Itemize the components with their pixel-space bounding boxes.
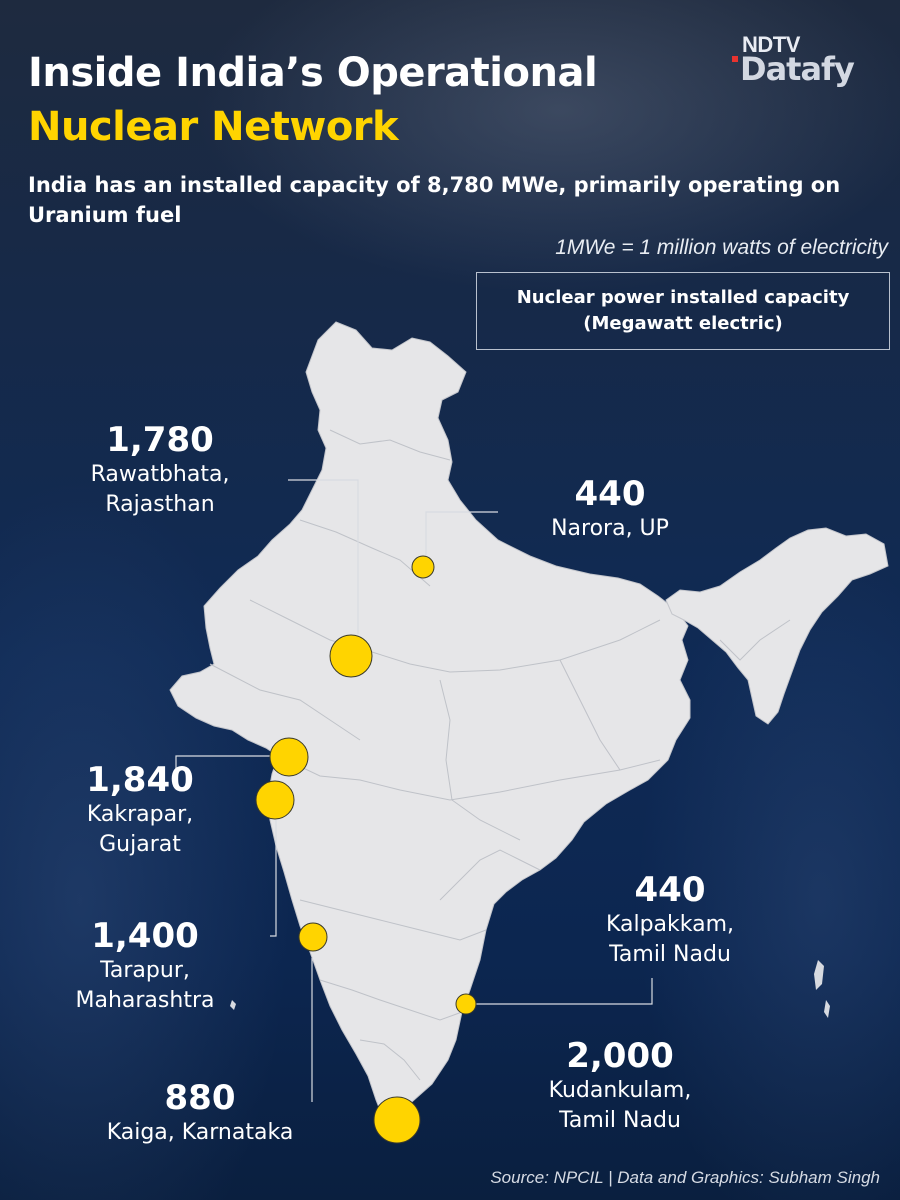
andaman-islands-2	[824, 1000, 830, 1018]
logo-tick-icon	[732, 56, 738, 62]
india-northeast	[665, 527, 889, 725]
label-kaiga-place: Kaiga, Karnataka	[106, 1120, 294, 1145]
leader-narora	[425, 511, 498, 556]
subtitle: India has an installed capacity of 8,780…	[28, 173, 841, 227]
unit-note: 1MWe = 1 million watts of electricity	[555, 236, 888, 259]
page-title: Inside India’s Operational Nuclear Netwo…	[28, 46, 598, 154]
title-line-2: Nuclear Network	[28, 104, 399, 150]
title-line-1: Inside India’s Operational	[28, 50, 598, 96]
label-kakrapar-value: 1,840	[86, 760, 194, 800]
marker-kudankulam	[373, 1096, 421, 1144]
ndtv-datafy-logo: NDTV Datafy	[732, 32, 882, 92]
legend-line-2: (Megawatt electric)	[583, 313, 783, 334]
label-narora-place: Narora, UP	[551, 516, 669, 541]
label-kakrapar: 1,840 Kakrapar, Gujarat	[50, 760, 230, 860]
logo-product: Datafy	[740, 50, 855, 88]
lakshadweep-islands	[230, 1000, 236, 1010]
marker-kaiga	[298, 922, 328, 952]
leader-rawatbhata	[288, 479, 359, 634]
label-kudankulam-value: 2,000	[566, 1036, 674, 1076]
label-kakrapar-place: Kakrapar, Gujarat	[86, 802, 194, 857]
label-rawatbhata: 1,780 Rawatbhata, Rajasthan	[60, 420, 260, 520]
logo-brand: NDTV	[742, 32, 800, 57]
label-kalpakkam-place: Kalpakkam, Tamil Nadu	[605, 912, 735, 967]
marker-narora	[411, 555, 435, 579]
label-kudankulam-place: Kudankulam, Tamil Nadu	[548, 1078, 692, 1133]
marker-tarapur	[255, 780, 295, 820]
marker-kakrapar	[269, 737, 309, 777]
label-narora-value: 440	[574, 474, 646, 514]
label-narora: 440 Narora, UP	[520, 474, 700, 544]
label-rawatbhata-value: 1,780	[106, 420, 214, 460]
legend-line-1: Nuclear power installed capacity	[516, 287, 850, 308]
label-kaiga: 880 Kaiga, Karnataka	[60, 1078, 340, 1148]
map-landmass	[169, 321, 889, 1121]
marker-rawatbhata	[329, 634, 373, 678]
source-credit: Source: NPCIL | Data and Graphics: Subha…	[490, 1168, 880, 1187]
andaman-islands	[814, 960, 824, 990]
label-kudankulam: 2,000 Kudankulam, Tamil Nadu	[510, 1036, 730, 1136]
label-tarapur: 1,400 Tarapur, Maharashtra	[40, 916, 250, 1016]
label-kalpakkam: 440 Kalpakkam, Tamil Nadu	[570, 870, 770, 970]
legend-box: Nuclear power installed capacity (Megawa…	[476, 272, 890, 350]
plant-markers	[255, 555, 477, 1144]
label-tarapur-place: Tarapur, Maharashtra	[75, 958, 215, 1013]
leader-tarapur	[270, 820, 277, 937]
leader-kakrapar	[175, 755, 286, 772]
marker-kalpakkam	[455, 993, 477, 1015]
label-kalpakkam-value: 440	[634, 870, 706, 910]
label-rawatbhata-place: Rawatbhata, Rajasthan	[90, 462, 230, 517]
label-kaiga-value: 880	[164, 1078, 236, 1118]
leader-lines	[175, 479, 653, 1102]
india-mainland	[169, 321, 691, 1121]
leader-kalpakkam	[470, 978, 653, 1005]
label-tarapur-value: 1,400	[91, 916, 199, 956]
state-borders	[209, 429, 791, 1081]
